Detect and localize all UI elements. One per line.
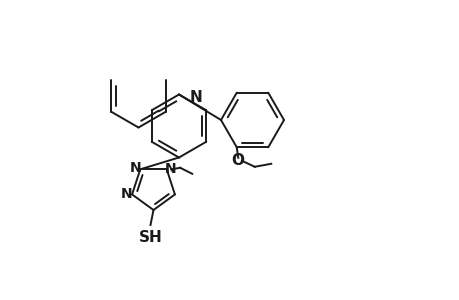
Text: N: N (164, 162, 176, 176)
Text: O: O (231, 153, 244, 168)
Text: N: N (130, 161, 141, 175)
Text: SH: SH (138, 230, 162, 244)
Text: N: N (189, 90, 202, 105)
Text: N: N (121, 188, 132, 202)
